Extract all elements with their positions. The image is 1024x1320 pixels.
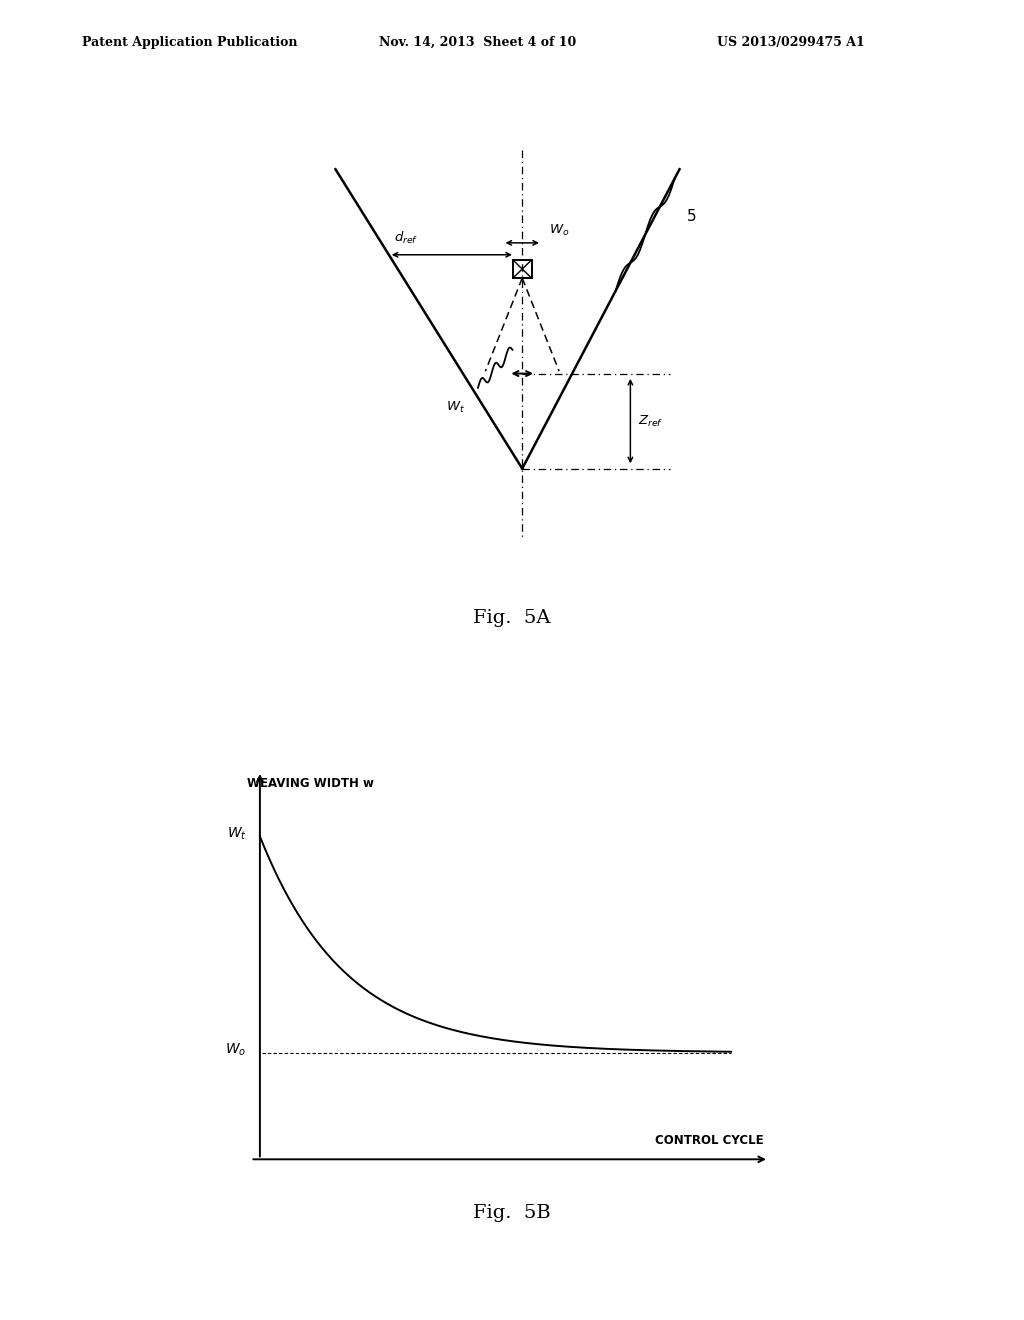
Bar	[513, 260, 531, 279]
Text: Nov. 14, 2013  Sheet 4 of 10: Nov. 14, 2013 Sheet 4 of 10	[379, 36, 577, 49]
Text: CONTROL CYCLE: CONTROL CYCLE	[655, 1134, 764, 1147]
Text: $W_t$: $W_t$	[446, 400, 465, 414]
Text: $W_o$: $W_o$	[549, 223, 569, 238]
Text: US 2013/0299475 A1: US 2013/0299475 A1	[717, 36, 864, 49]
Text: $W_o$: $W_o$	[225, 1041, 247, 1057]
Text: Patent Application Publication: Patent Application Publication	[82, 36, 297, 49]
Text: $W_t$: $W_t$	[227, 825, 247, 842]
Text: 5: 5	[687, 210, 696, 224]
Text: $d_{ref}$: $d_{ref}$	[394, 230, 418, 247]
Text: $Z_{ref}$: $Z_{ref}$	[638, 413, 664, 429]
Text: WEAVING WIDTH w: WEAVING WIDTH w	[247, 777, 374, 791]
Text: Fig.  5A: Fig. 5A	[473, 609, 551, 627]
Text: Fig.  5B: Fig. 5B	[473, 1204, 551, 1222]
